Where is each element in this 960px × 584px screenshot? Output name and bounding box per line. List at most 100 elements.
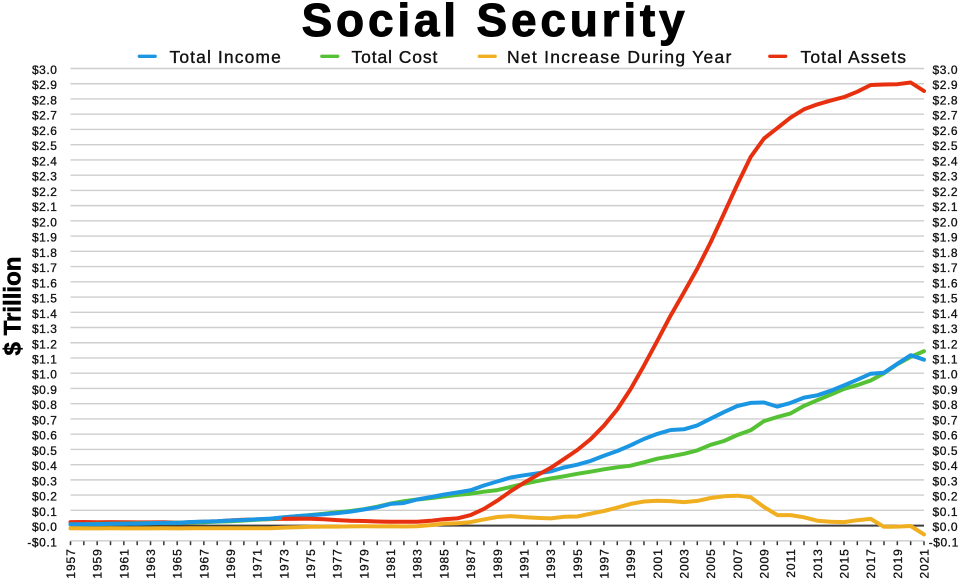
svg-text:$0.4: $0.4 [933,459,959,473]
svg-text:$1.7: $1.7 [32,261,58,275]
svg-text:$0.9: $0.9 [933,383,959,397]
svg-text:1957: 1957 [64,548,78,578]
svg-text:$1.9: $1.9 [933,231,959,245]
svg-text:1993: 1993 [544,548,558,578]
svg-text:2007: 2007 [731,548,745,578]
svg-text:1967: 1967 [197,548,211,578]
svg-text:$3.0: $3.0 [32,63,58,77]
svg-text:$2.0: $2.0 [933,215,959,229]
svg-text:$1.4: $1.4 [32,307,58,321]
svg-text:$1.0: $1.0 [933,368,959,382]
svg-text:1969: 1969 [224,548,238,578]
svg-text:1981: 1981 [384,548,398,578]
svg-text:$2.6: $2.6 [32,124,58,138]
svg-text:1959: 1959 [91,548,105,578]
svg-text:1977: 1977 [331,548,345,578]
svg-text:1973: 1973 [277,548,291,578]
svg-text:$0.1: $0.1 [32,505,58,519]
svg-text:$0.5: $0.5 [933,444,959,458]
svg-text:1989: 1989 [491,548,505,578]
svg-text:$2.3: $2.3 [933,170,959,184]
svg-text:$1.1: $1.1 [32,352,58,366]
svg-text:Total Income: Total Income [170,47,282,67]
svg-text:2005: 2005 [704,548,718,578]
svg-text:1991: 1991 [517,548,531,578]
svg-text:$2.7: $2.7 [32,109,58,123]
svg-text:2021: 2021 [918,548,932,578]
svg-text:$1.9: $1.9 [32,231,58,245]
svg-text:1999: 1999 [624,548,638,578]
svg-text:$2.2: $2.2 [933,185,959,199]
svg-text:$0.8: $0.8 [933,398,959,412]
svg-text:$2.6: $2.6 [933,124,959,138]
svg-text:Net Increase During Year: Net Increase During Year [507,47,733,67]
svg-text:$1.6: $1.6 [933,276,959,290]
svg-text:$1.2: $1.2 [32,337,58,351]
svg-text:$0.5: $0.5 [32,444,58,458]
svg-text:1979: 1979 [357,548,371,578]
svg-text:$0.6: $0.6 [32,429,58,443]
svg-text:$0.9: $0.9 [32,383,58,397]
svg-text:$2.4: $2.4 [32,154,58,168]
svg-text:2019: 2019 [891,548,905,578]
svg-text:$2.8: $2.8 [32,93,58,107]
svg-text:1987: 1987 [464,548,478,578]
svg-text:$1.0: $1.0 [32,368,58,382]
svg-text:-$0.1: -$0.1 [27,535,57,549]
svg-text:Social Security: Social Security [302,0,689,46]
svg-text:$2.2: $2.2 [32,185,58,199]
svg-text:$2.4: $2.4 [933,154,959,168]
svg-text:$2.8: $2.8 [933,93,959,107]
svg-text:1965: 1965 [171,548,185,578]
svg-text:$2.7: $2.7 [933,109,959,123]
svg-text:$1.7: $1.7 [933,261,959,275]
svg-text:1961: 1961 [117,548,131,578]
svg-text:$1.3: $1.3 [933,322,959,336]
svg-text:$2.1: $2.1 [933,200,959,214]
svg-text:$0.0: $0.0 [933,520,959,534]
svg-text:1985: 1985 [437,548,451,578]
svg-text:$1.6: $1.6 [32,276,58,290]
svg-text:$0.7: $0.7 [32,413,58,427]
svg-text:$2.9: $2.9 [32,78,58,92]
svg-text:2015: 2015 [837,548,851,578]
svg-text:$2.0: $2.0 [32,215,58,229]
svg-text:$1.3: $1.3 [32,322,58,336]
svg-text:Total Cost: Total Cost [352,47,439,67]
svg-text:1975: 1975 [304,548,318,578]
svg-text:-$0.1: -$0.1 [929,535,959,549]
svg-text:$1.4: $1.4 [933,307,959,321]
svg-text:$3.0: $3.0 [933,63,959,77]
svg-text:$2.9: $2.9 [933,78,959,92]
svg-text:1963: 1963 [144,548,158,578]
svg-text:$1.5: $1.5 [32,292,58,306]
svg-text:$0.7: $0.7 [933,413,959,427]
svg-text:2017: 2017 [864,548,878,578]
svg-text:$0.3: $0.3 [933,474,959,488]
svg-text:1971: 1971 [251,548,265,578]
svg-text:$2.1: $2.1 [32,200,58,214]
svg-text:Total Assets: Total Assets [801,47,908,67]
svg-text:$1.5: $1.5 [933,292,959,306]
svg-text:$0.0: $0.0 [32,520,58,534]
svg-text:$0.8: $0.8 [32,398,58,412]
svg-text:$1.8: $1.8 [933,246,959,260]
svg-text:$0.6: $0.6 [933,429,959,443]
svg-text:$1.8: $1.8 [32,246,58,260]
svg-text:2003: 2003 [677,548,691,578]
svg-text:1983: 1983 [411,548,425,578]
svg-text:1995: 1995 [571,548,585,578]
svg-text:$1.1: $1.1 [933,352,959,366]
svg-text:$2.5: $2.5 [32,139,58,153]
svg-text:2013: 2013 [811,548,825,578]
svg-text:2001: 2001 [651,548,665,578]
svg-text:2011: 2011 [784,548,798,577]
svg-text:$0.1: $0.1 [933,505,959,519]
svg-text:2009: 2009 [757,548,771,578]
svg-text:$0.3: $0.3 [32,474,58,488]
svg-text:1997: 1997 [597,548,611,578]
svg-text:$0.2: $0.2 [32,490,58,504]
svg-text:$1.2: $1.2 [933,337,959,351]
svg-text:$0.4: $0.4 [32,459,58,473]
svg-text:$0.2: $0.2 [933,490,959,504]
